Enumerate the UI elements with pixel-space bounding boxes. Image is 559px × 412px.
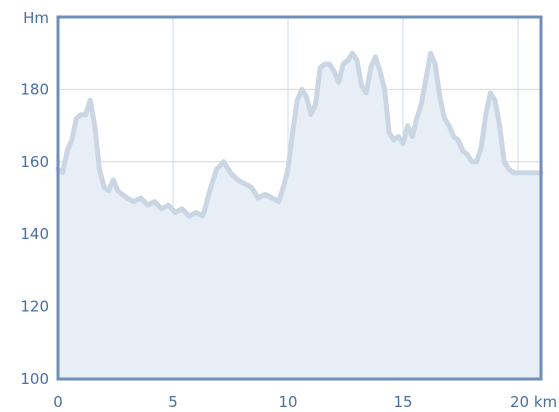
y-tick-labels: 100 120 140 160 180 [20, 80, 49, 388]
y-tick-label: 120 [20, 298, 49, 316]
plot-frame [56, 15, 543, 381]
y-tick-label: 160 [20, 153, 49, 171]
elevation-area [58, 53, 541, 379]
x-tick-label: 10 [278, 393, 297, 411]
y-tick-label: 100 [20, 370, 49, 388]
x-tick-label: 15 [393, 393, 412, 411]
y-tick-label: 140 [20, 225, 49, 243]
x-tick-label: 20 km [510, 393, 557, 411]
elevation-line [55, 50, 544, 219]
y-axis-unit-label: Hm [23, 9, 49, 27]
x-tick-label: 0 [53, 393, 63, 411]
x-tick-label: 5 [168, 393, 178, 411]
y-tick-label: 180 [20, 80, 49, 98]
x-tick-labels: 0 5 10 15 20 km [53, 393, 557, 411]
